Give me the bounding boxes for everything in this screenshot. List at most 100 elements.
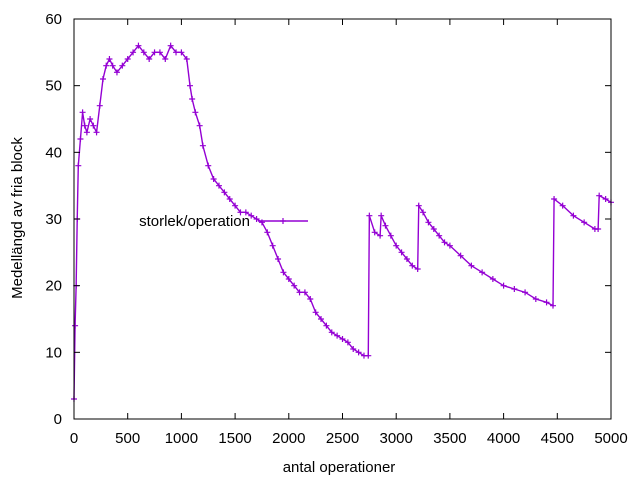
legend-marker	[280, 218, 286, 224]
data-point	[99, 76, 106, 82]
data-point	[96, 102, 103, 109]
x-tick-label: 0	[70, 430, 78, 447]
data-point	[489, 276, 496, 282]
data-point	[415, 202, 422, 209]
data-point	[425, 219, 432, 226]
y-tick-label: 10	[45, 344, 62, 361]
data-point	[393, 242, 400, 249]
data-point	[151, 49, 158, 56]
data-point	[237, 209, 244, 216]
x-tick-label: 500	[115, 430, 140, 447]
x-tick-label: 4500	[541, 430, 574, 447]
data-point	[109, 62, 116, 69]
data-point	[344, 339, 351, 346]
data-point	[79, 109, 86, 116]
data-point	[275, 256, 282, 262]
data-point	[365, 352, 372, 359]
data-point	[156, 49, 163, 56]
data-point	[81, 122, 88, 129]
data-point	[248, 212, 255, 219]
legend: storlek/operation	[139, 213, 308, 230]
data-point	[559, 202, 566, 209]
data-point	[183, 56, 190, 62]
legend-label: storlek/operation	[139, 213, 250, 230]
data-point	[522, 289, 529, 296]
x-tick-label: 3000	[380, 430, 413, 447]
data-point	[596, 192, 603, 199]
data-point	[312, 309, 319, 316]
data-point	[264, 229, 271, 236]
y-tick-label: 0	[54, 411, 62, 428]
data-point	[173, 49, 180, 56]
axes: 0 500 1000 1500 2000 2500 3000 3500 4000 4500 5000…	[45, 11, 627, 447]
x-tick-label: 5000	[594, 430, 627, 447]
data-point	[285, 276, 292, 282]
data-point	[291, 282, 298, 289]
data-point	[328, 329, 335, 336]
data-point	[87, 116, 94, 122]
data-point	[551, 196, 558, 202]
data-point	[532, 296, 539, 302]
x-tick-label: 2500	[326, 430, 359, 447]
x-tick-label: 2000	[272, 430, 305, 447]
data-point	[382, 222, 389, 229]
data-point	[253, 216, 260, 222]
plot-area	[71, 42, 614, 402]
data-point	[75, 162, 82, 169]
data-point	[186, 82, 193, 89]
x-tick-label: 1000	[165, 430, 198, 447]
data-point	[189, 96, 196, 102]
data-point	[457, 252, 464, 259]
data-point	[178, 49, 185, 56]
data-point	[468, 262, 475, 269]
data-point	[371, 229, 378, 236]
data-point	[550, 302, 557, 309]
data-point	[446, 242, 453, 249]
x-tick-label: 4000	[487, 430, 520, 447]
data-point	[420, 209, 427, 216]
data-point	[83, 129, 90, 136]
y-tick-label: 60	[45, 11, 62, 28]
data-point	[595, 226, 602, 232]
data-point	[430, 226, 437, 232]
data-point	[215, 182, 222, 189]
data-point	[205, 162, 212, 169]
data-point	[602, 196, 609, 202]
data-point	[409, 262, 416, 269]
data-point	[403, 256, 410, 262]
data-point	[377, 232, 384, 239]
data-point	[124, 56, 131, 62]
data-point	[543, 299, 550, 306]
data-point	[93, 129, 100, 136]
data-point	[72, 322, 79, 329]
data-point	[398, 249, 405, 256]
data-point	[441, 239, 448, 246]
data-point	[210, 176, 217, 182]
data-point	[301, 289, 308, 296]
data-point	[479, 269, 486, 276]
data-point	[162, 56, 169, 62]
x-axis-label: antal operationer	[283, 459, 396, 476]
data-point	[378, 212, 385, 219]
data-point	[307, 296, 314, 302]
data-point	[106, 56, 113, 62]
y-tick-label: 30	[45, 211, 62, 228]
data-point	[77, 136, 84, 142]
data-point	[350, 346, 357, 352]
data-point	[196, 122, 203, 129]
data-point	[355, 349, 362, 356]
data-point	[130, 49, 137, 56]
data-point	[232, 202, 239, 209]
data-point	[103, 62, 110, 69]
data-point	[511, 286, 518, 292]
data-point	[90, 122, 97, 129]
series-line	[73, 44, 612, 400]
data-point	[113, 69, 120, 76]
data-point	[192, 109, 199, 116]
data-point	[226, 196, 233, 202]
data-point	[387, 232, 394, 239]
x-tick-label: 3500	[433, 430, 466, 447]
data-point	[199, 142, 206, 149]
data-point	[500, 282, 507, 289]
